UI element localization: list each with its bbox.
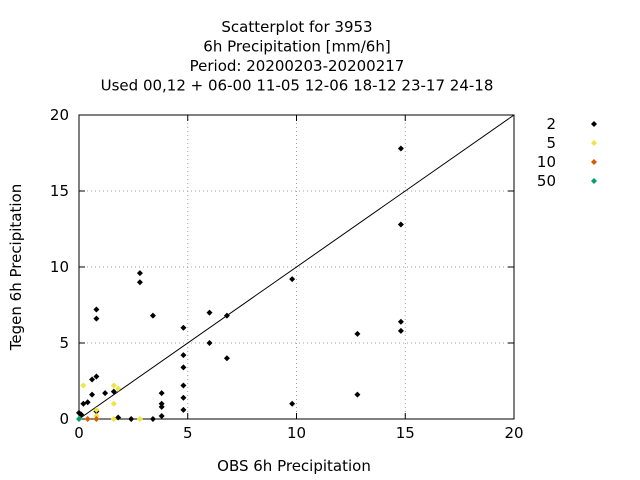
data-point-series-2 xyxy=(78,411,85,418)
data-point-series-2 xyxy=(180,394,187,401)
one-to-one-line xyxy=(78,114,515,420)
data-point-series-2 xyxy=(223,355,230,362)
data-point-series-10 xyxy=(93,416,100,422)
title-line-3: Period: 20200203-20200217 xyxy=(190,57,405,75)
data-point-series-2 xyxy=(223,312,230,319)
data-point-series-2 xyxy=(136,270,143,277)
axis-ticks: 0 5 10 15 20 0 5 10 15 20 xyxy=(50,106,524,442)
chart-title: Scatterplot for 3953 6h Precipitation [mm… xyxy=(101,18,494,95)
data-point-series-2 xyxy=(180,324,187,331)
x-tick-label: 5 xyxy=(183,424,193,442)
data-point-series-2 xyxy=(128,416,135,422)
title-line-1: Scatterplot for 3953 xyxy=(221,18,372,36)
y-axis-label: Tegen 6h Precipitation xyxy=(7,184,25,351)
data-point-series-2 xyxy=(89,391,96,398)
data-point-series-2 xyxy=(206,340,213,346)
data-point-series-2 xyxy=(397,221,404,228)
data-point-series-2 xyxy=(180,364,187,371)
data-point-series-5 xyxy=(110,382,117,389)
data-point-series-2 xyxy=(397,327,404,334)
data-point-series-5 xyxy=(80,382,87,389)
data-point-series-2 xyxy=(158,412,165,419)
data-point-series-2 xyxy=(289,400,296,407)
data-point-series-2 xyxy=(180,406,187,413)
data-point-series-2 xyxy=(102,390,109,397)
x-tick-label: 10 xyxy=(287,424,306,442)
legend-label: 50 xyxy=(537,172,556,190)
data-point-series-2 xyxy=(354,391,361,398)
data-point-series-5 xyxy=(110,400,117,407)
data-point-series-2 xyxy=(149,416,156,422)
data-point-series-2 xyxy=(158,403,165,410)
data-point-series-10 xyxy=(84,416,91,422)
y-tick-label: 0 xyxy=(59,410,69,428)
y-tick-label: 5 xyxy=(59,334,69,352)
data-point-series-5 xyxy=(93,412,100,419)
data-point-series-2 xyxy=(136,279,143,286)
title-line-4: Used 00,12 + 06-00 11-05 12-06 18-12 23-… xyxy=(101,77,494,95)
y-tick-label: 20 xyxy=(50,106,69,124)
data-point-series-2 xyxy=(158,390,165,397)
data-point-series-2 xyxy=(180,352,187,359)
data-points xyxy=(76,145,404,422)
legend-marker xyxy=(591,140,597,146)
data-point-series-2 xyxy=(354,330,361,337)
data-point-series-2 xyxy=(89,376,96,383)
legend-label: 5 xyxy=(546,134,556,152)
data-point-series-2 xyxy=(149,312,156,319)
y-tick-label: 15 xyxy=(50,182,69,200)
diagonal-line xyxy=(78,114,515,420)
data-point-series-2 xyxy=(93,373,100,380)
legend-marker xyxy=(591,178,597,184)
data-point-series-5 xyxy=(136,416,143,422)
data-point-series-2 xyxy=(84,399,91,406)
data-point-series-5 xyxy=(93,406,100,413)
x-tick-label: 0 xyxy=(74,424,84,442)
data-point-series-2 xyxy=(397,318,404,325)
data-point-series-2 xyxy=(289,276,296,283)
data-point-series-2 xyxy=(110,388,117,395)
data-point-series-2 xyxy=(397,145,404,152)
data-point-series-2 xyxy=(206,309,213,316)
data-point-series-2 xyxy=(158,400,165,407)
legend-label: 10 xyxy=(537,153,556,171)
data-point-series-2 xyxy=(93,315,100,322)
x-tick-label: 15 xyxy=(396,424,415,442)
data-point-series-5 xyxy=(115,385,122,392)
data-point-series-5 xyxy=(110,416,117,422)
data-point-series-2 xyxy=(93,306,100,313)
title-line-2: 6h Precipitation [mm/6h] xyxy=(203,38,390,56)
y-tick-label: 10 xyxy=(50,258,69,276)
x-axis-label: OBS 6h Precipitation xyxy=(217,457,371,475)
x-tick-label: 20 xyxy=(504,424,523,442)
data-point-series-50 xyxy=(76,416,82,422)
legend-label: 2 xyxy=(546,115,556,133)
legend-marker xyxy=(591,121,597,127)
data-point-series-2 xyxy=(180,382,187,389)
legend-marker xyxy=(591,159,597,165)
